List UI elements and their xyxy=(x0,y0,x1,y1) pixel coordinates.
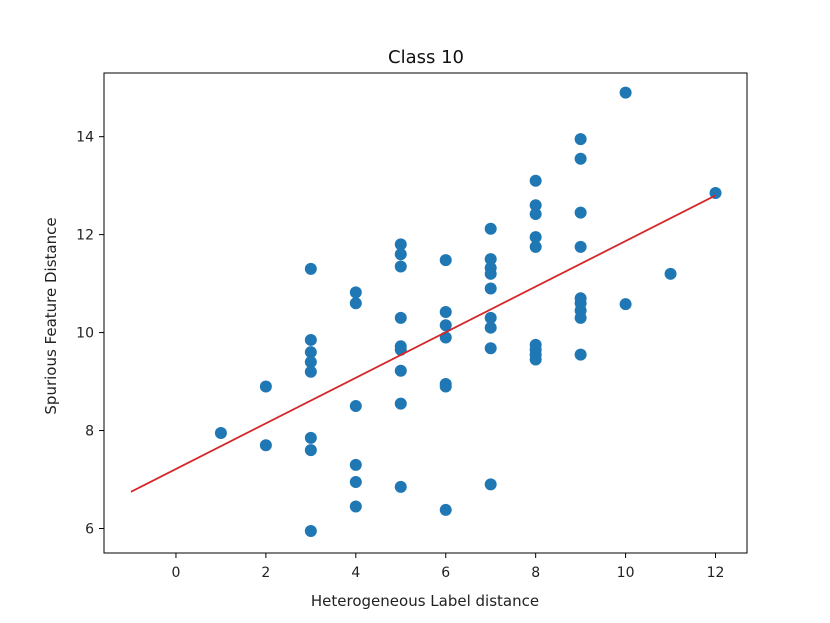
x-tick-label: 0 xyxy=(171,565,180,581)
data-point xyxy=(394,343,407,356)
data-point xyxy=(349,475,362,488)
data-point xyxy=(304,431,317,444)
x-tick-label: 6 xyxy=(441,565,450,581)
data-point xyxy=(439,319,452,332)
data-point xyxy=(619,86,632,99)
data-point xyxy=(394,364,407,377)
data-point xyxy=(574,311,587,324)
data-point xyxy=(529,199,542,212)
data-point xyxy=(349,500,362,513)
data-point xyxy=(484,478,497,491)
data-point xyxy=(304,346,317,359)
data-point xyxy=(529,240,542,253)
chart-title: Class 10 xyxy=(388,47,464,68)
data-point xyxy=(574,206,587,219)
data-point xyxy=(484,311,497,324)
data-point xyxy=(304,333,317,346)
data-point xyxy=(304,524,317,537)
x-tick-label: 8 xyxy=(531,565,540,581)
data-point xyxy=(349,297,362,310)
data-point xyxy=(259,380,272,393)
data-point xyxy=(394,311,407,324)
data-point xyxy=(394,260,407,273)
y-tick-label: 12 xyxy=(76,228,94,244)
data-point xyxy=(484,282,497,295)
data-point xyxy=(259,439,272,452)
data-point xyxy=(349,400,362,413)
data-point xyxy=(349,286,362,299)
x-tick-label: 10 xyxy=(617,565,635,581)
regression-line xyxy=(130,194,716,493)
data-point xyxy=(484,222,497,235)
y-tick-label: 10 xyxy=(76,326,94,342)
data-point xyxy=(529,231,542,244)
plot-area xyxy=(130,86,722,537)
data-point xyxy=(304,444,317,457)
x-axis-label: Heterogeneous Label distance xyxy=(311,592,539,610)
data-point xyxy=(349,458,362,471)
x-tick-label: 12 xyxy=(707,565,725,581)
data-point xyxy=(439,380,452,393)
data-point xyxy=(304,365,317,378)
data-point xyxy=(394,238,407,251)
data-point xyxy=(394,480,407,493)
data-point xyxy=(439,331,452,344)
data-point xyxy=(529,353,542,366)
x-tick-label: 2 xyxy=(261,565,270,581)
data-point xyxy=(394,248,407,261)
data-point xyxy=(484,267,497,280)
data-point xyxy=(304,262,317,275)
data-point xyxy=(439,254,452,267)
x-axis-ticks: 0 2 4 6 8 10 12 xyxy=(171,553,724,581)
data-point xyxy=(529,208,542,221)
data-point xyxy=(574,240,587,253)
data-point xyxy=(664,267,677,280)
y-tick-label: 14 xyxy=(76,130,94,146)
data-point xyxy=(304,355,317,368)
data-point xyxy=(394,397,407,410)
data-point xyxy=(484,342,497,355)
data-point xyxy=(484,321,497,334)
y-tick-label: 8 xyxy=(85,424,94,440)
x-tick-label: 4 xyxy=(351,565,360,581)
y-tick-label: 6 xyxy=(85,522,94,538)
y-axis-label: Spurious Feature Distance xyxy=(42,217,60,414)
data-point xyxy=(214,427,227,439)
y-axis-ticks: 6 8 10 12 14 xyxy=(76,130,104,538)
data-point xyxy=(574,348,587,361)
data-point xyxy=(529,174,542,187)
data-point xyxy=(619,298,632,311)
data-point xyxy=(574,133,587,146)
data-point xyxy=(439,503,452,516)
data-point xyxy=(574,152,587,165)
data-point xyxy=(484,253,497,266)
plot-frame xyxy=(103,72,748,554)
data-point xyxy=(439,306,452,319)
